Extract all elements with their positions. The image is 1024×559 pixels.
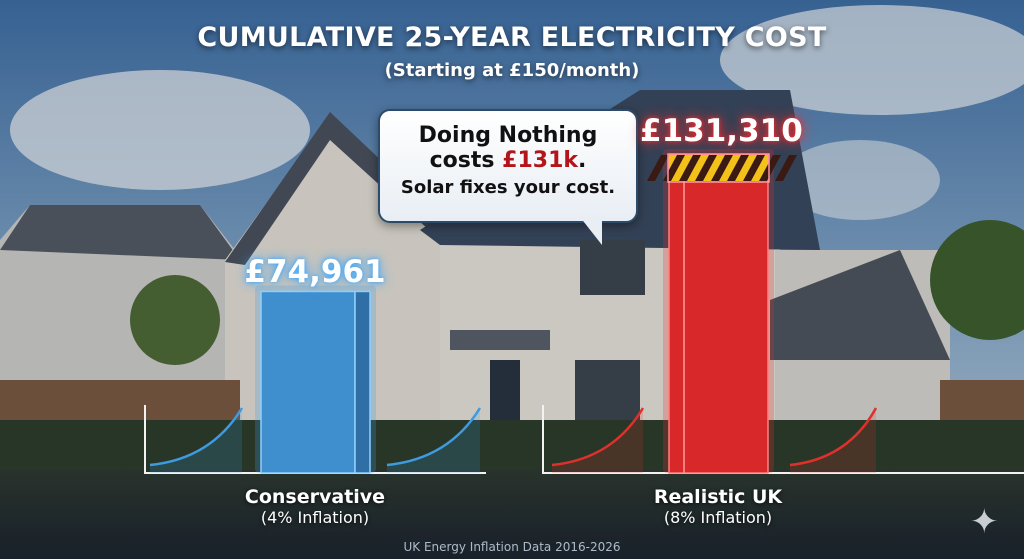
hazard-stripe [743,155,765,181]
category-label: Realistic UK [653,486,783,508]
callout-line-1: Doing Nothing [418,123,598,148]
hazard-stripe [727,155,749,181]
bar-side [354,290,371,474]
category-conservative: Conservative (4% Inflation) [195,486,435,527]
trend-curve [551,407,645,467]
trend-curve [149,407,244,467]
trend-curve-fill [150,408,242,473]
callout-bubble: Doing Nothing costs £131k. Solar fixes y… [378,109,638,223]
category-note: (8% Inflation) [663,508,773,527]
category-label: Conservative [244,486,386,508]
hazard-stripe [647,155,669,181]
source-note: UK Energy Inflation Data 2016-2026 [403,540,621,554]
trend-curve-fill [552,408,643,473]
trend-curve-fill [387,408,480,473]
hazard-stripe [711,155,733,181]
callout-line-2: costs £131k. [380,148,636,173]
bar-conservative [260,290,356,474]
hazard-stripe [759,155,781,181]
hazard-stripe [695,155,717,181]
sparkle-icon: ✦ [970,502,999,542]
trend-curve [386,407,482,467]
hazard-border [667,153,770,183]
callout-text: costs [429,148,503,174]
category-note: (4% Inflation) [260,508,370,527]
callout-highlight: £131k [502,148,579,174]
callout-line-3: Solar fixes your cost. [400,176,616,198]
hazard-stripes [647,153,797,183]
hazard-stripe [775,155,797,181]
trend-curve-fill [790,408,876,473]
chart-title: CUMULATIVE 25-YEAR ELECTRICITY COST [197,22,827,53]
axis-line [542,405,1024,474]
trend-curve [789,407,878,467]
bar-realistic [668,154,769,474]
chart-subtitle: (Starting at £150/month) [384,60,640,81]
hazard-stripe [679,155,701,181]
category-realistic: Realistic UK (8% Inflation) [598,486,838,527]
callout-tail [580,217,602,245]
axis-line [144,405,486,474]
data-label-realistic: £131,310 [640,113,803,149]
data-label-conservative: £74,961 [244,254,386,290]
callout-period: . [578,148,587,174]
